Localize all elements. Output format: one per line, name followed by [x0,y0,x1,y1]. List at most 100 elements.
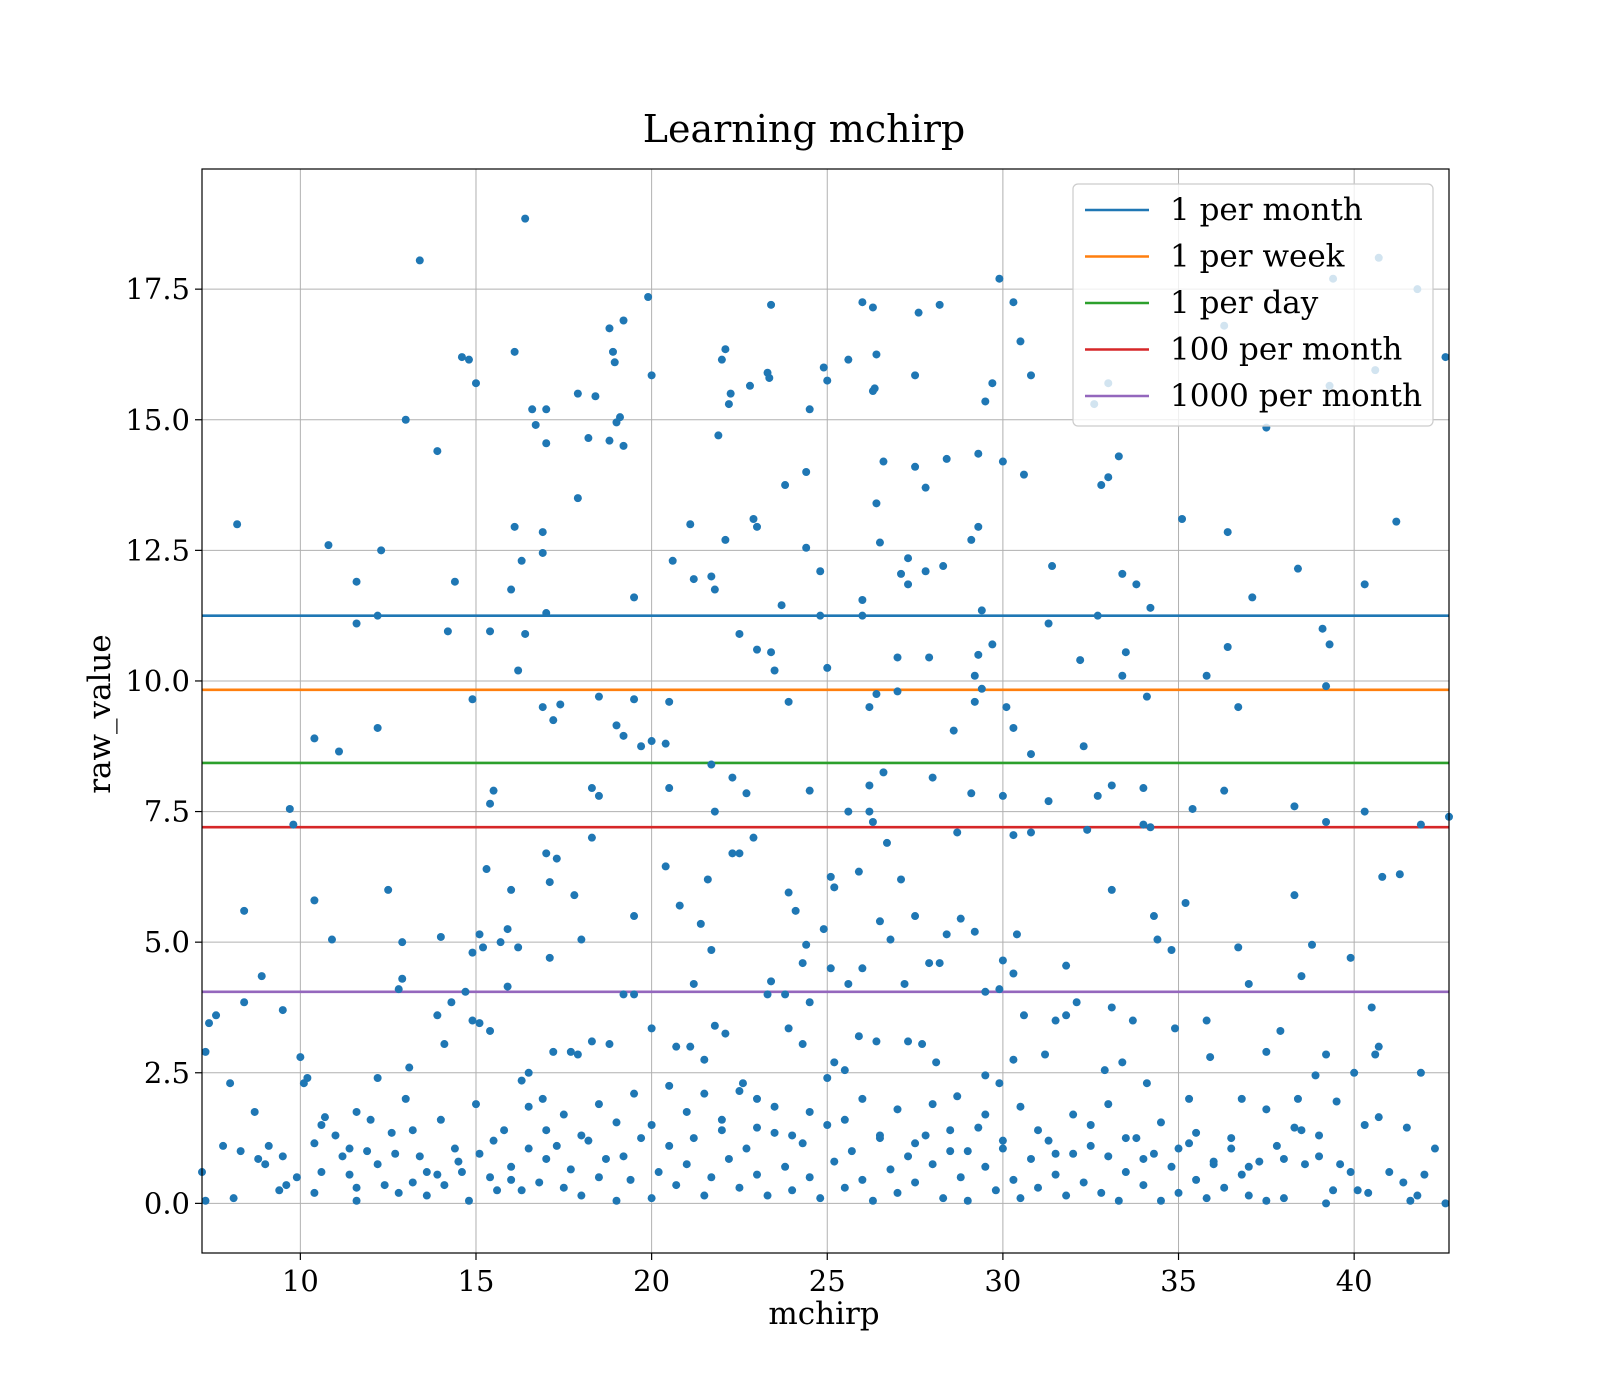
scatter-point [998,791,1007,800]
scatter-point [345,1144,354,1153]
scatter-point [1171,1024,1180,1033]
scatter-point [1237,1170,1246,1179]
scatter-point [542,405,551,414]
scatter-point [1416,820,1425,829]
scatter-point [847,1147,856,1156]
scatter-point [798,1040,807,1049]
scatter-point [1378,872,1387,881]
scatter-point [264,1141,273,1150]
scatter-point [612,721,621,730]
scatter-point [1174,1188,1183,1197]
scatter-point [1244,1162,1253,1171]
scatter-point [765,373,774,382]
scatter-point [1364,1188,1373,1197]
scatter-point [875,538,884,547]
scatter-point [608,347,617,356]
y-tick-label: 15.0 [125,403,190,437]
scatter-point [1262,1196,1271,1205]
scatter-point [1360,1121,1369,1130]
scatter-point [661,739,670,748]
scatter-point [528,405,537,414]
scatter-point [1104,1152,1113,1161]
scatter-point [710,1021,719,1030]
scatter-point [865,703,874,712]
scatter-point [784,888,793,897]
scatter-point [665,1141,674,1150]
scatter-point [468,1016,477,1025]
scatter-point [700,1055,709,1064]
scatter-point [637,1134,646,1143]
x-tick-label: 40 [1336,1264,1373,1298]
scatter-point [587,1037,596,1046]
scatter-point [433,1011,442,1020]
scatter-point [928,1100,937,1109]
legend-label: 1000 per month [1170,378,1422,414]
scatter-point [886,1165,895,1174]
scatter-point [440,1040,449,1049]
scatter-point [1297,972,1306,981]
scatter-point [626,1175,635,1184]
scatter-point [1209,1157,1218,1166]
scatter-point [587,784,596,793]
scatter-point [1336,1160,1345,1169]
scatter-point [1128,1016,1137,1025]
scatter-point [1044,797,1053,806]
x-tick-label: 20 [633,1264,670,1298]
scatter-point [844,979,853,988]
y-tick-label: 12.5 [125,533,190,567]
scatter-point [963,1147,972,1156]
scatter-point [1262,1105,1271,1114]
scatter-point [840,1066,849,1075]
scatter-point [1012,930,1021,939]
scatter-point [619,441,628,450]
scatter-point [233,520,242,529]
scatter-point [647,1121,656,1130]
scatter-point [394,985,403,994]
scatter-point [939,1194,948,1203]
scatter-point [1079,742,1088,751]
scatter-point [1311,1071,1320,1080]
scatter-point [819,925,828,934]
scatter-point [854,867,863,876]
scatter-point [1185,1139,1194,1148]
scatter-point [767,648,776,657]
scatter-point [226,1079,235,1088]
scatter-point [668,556,677,565]
scatter-point [1276,1026,1285,1035]
scatter-point [1385,1168,1394,1177]
scatter-point [486,1173,495,1182]
scatter-point [503,925,512,934]
scatter-point [974,1123,983,1132]
scatter-point [935,959,944,968]
scatter-point [619,316,628,325]
y-tick-label: 17.5 [125,272,190,306]
scatter-point [1062,1011,1071,1020]
scatter-point [995,985,1004,994]
scatter-point [998,457,1007,466]
scatter-point [320,1113,329,1122]
scatter-point [489,1136,498,1145]
scatter-point [872,350,881,359]
scatter-point [721,1029,730,1038]
scatter-point [1399,1178,1408,1187]
scatter-point [1188,804,1197,813]
scatter-point [970,697,979,706]
scatter-point [826,964,835,973]
scatter-point [1202,1194,1211,1203]
scatter-point [904,554,913,563]
scatter-point [904,580,913,589]
scatter-point [436,932,445,941]
scatter-point [1300,1160,1309,1169]
scatter-point [991,1186,1000,1195]
scatter-point [721,345,730,354]
scatter-point [1374,1113,1383,1122]
scatter-point [893,1188,902,1197]
scatter-point [486,627,495,636]
scatter-point [1132,580,1141,589]
scatter-point [545,878,554,887]
scatter-point [854,1032,863,1041]
scatter-point [584,434,593,443]
scatter-point [1290,802,1299,811]
scatter-point [387,1128,396,1137]
scatter-point [422,1168,431,1177]
